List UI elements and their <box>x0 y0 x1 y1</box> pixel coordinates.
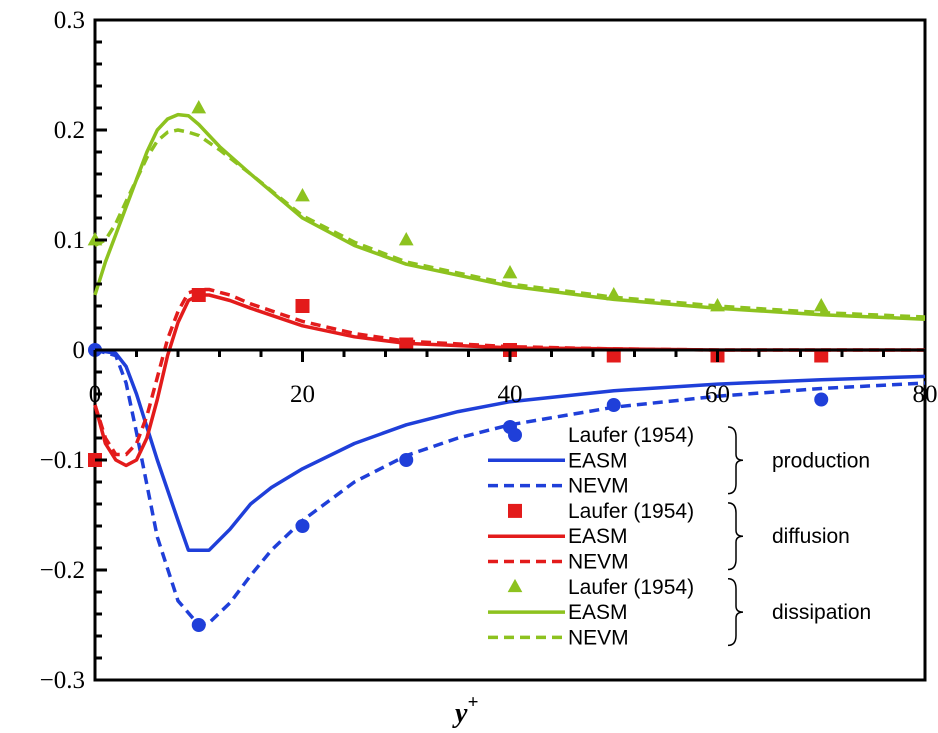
dissipation-laufer-point <box>191 100 207 114</box>
diffusion-laufer-point <box>399 337 414 352</box>
legend-group-label-dissipation: dissipation <box>772 601 871 624</box>
dissipation-laufer-point <box>295 188 310 202</box>
x-axis-title-superscript: + <box>467 692 478 713</box>
dissipation-nevm-line <box>94 128 926 319</box>
y-tick-label: 0.3 <box>54 7 85 34</box>
legend-label: Laufer (1954) <box>568 576 694 599</box>
x-tick-label: 20 <box>290 381 315 408</box>
legend-label: EASM <box>568 601 628 624</box>
legend-label: Laufer (1954) <box>568 500 694 523</box>
legend-label: EASM <box>568 449 628 472</box>
legend-label: NEVM <box>568 475 629 498</box>
dissipation-laufer-point <box>710 298 725 312</box>
legend-symbol-diffusion-laufer <box>508 503 522 518</box>
x-tick-label: 80 <box>913 381 938 408</box>
legend-label: NEVM <box>568 626 629 649</box>
legend-brace-diffusion <box>727 502 744 571</box>
legend-symbol-production-laufer <box>508 428 522 442</box>
diffusion-laufer-point <box>295 299 310 313</box>
legend-symbol-dissipation-laufer <box>507 578 523 593</box>
production-laufer-point <box>191 618 206 632</box>
dissipation-laufer-point <box>398 232 414 246</box>
legend-brace-production <box>727 426 744 495</box>
legend-label: EASM <box>568 525 628 548</box>
x-tick-label: 60 <box>705 381 730 408</box>
legend-group-label-production: production <box>772 449 870 472</box>
dissipation-easm-line <box>93 112 926 321</box>
diffusion-laufer-point <box>814 348 829 363</box>
diffusion-laufer-point <box>191 288 206 302</box>
production-laufer-point <box>814 392 829 407</box>
x-tick-label: 40 <box>498 381 523 408</box>
x-tick-label: 0 <box>89 381 102 408</box>
y-tick-label: −0.2 <box>40 557 85 584</box>
production-laufer-point <box>606 398 621 412</box>
x-axis-title: y+ <box>452 692 478 729</box>
series-layer <box>87 100 926 632</box>
y-tick-label: −0.3 <box>40 667 85 694</box>
legend-group-label-diffusion: diffusion <box>772 525 850 548</box>
production-easm-line <box>94 348 926 552</box>
y-tick-label: 0 <box>73 337 86 364</box>
axes-layer: 0.3 0.2 0.1 0 −0.1 −0.2 −0.3 0 20 40 60 80 <box>40 7 938 694</box>
legend-label: Laufer (1954) <box>568 424 694 447</box>
production-laufer-point <box>399 453 414 467</box>
diffusion-nevm-line <box>93 287 925 457</box>
legend-label: NEVM <box>568 551 629 574</box>
dissipation-laufer-point <box>606 287 622 301</box>
y-tick-label: 0.1 <box>54 227 85 254</box>
diffusion-laufer-point <box>606 348 621 363</box>
dissipation-laufer-point <box>813 298 829 312</box>
legend-brace-dissipation <box>727 578 744 647</box>
production-laufer-point <box>295 519 310 533</box>
y-tick-label: −0.1 <box>40 447 85 474</box>
dissipation-laufer-point <box>502 265 518 279</box>
y-tick-label: 0.2 <box>54 117 85 144</box>
x-axis-title-main: y <box>452 698 468 729</box>
